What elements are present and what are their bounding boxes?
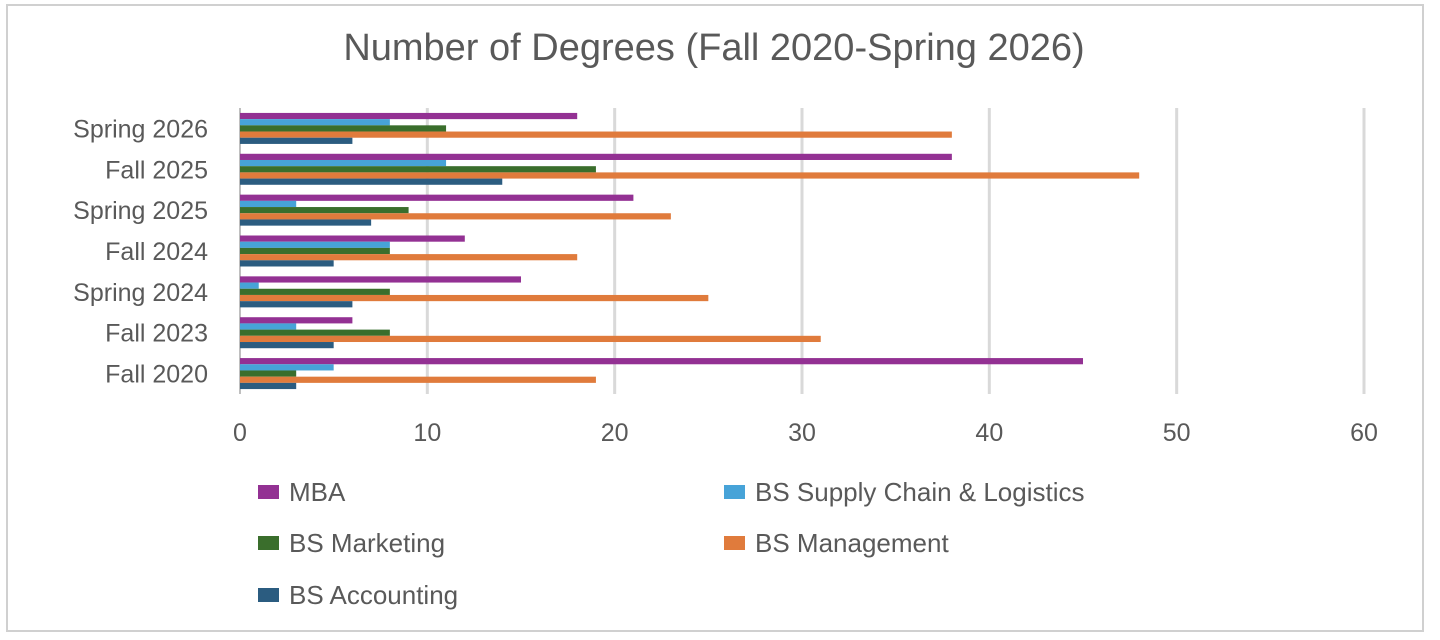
bar-bs-supply-chain-logistics-spring-2024 — [240, 282, 259, 289]
x-tick-label: 50 — [1163, 419, 1191, 447]
bar-bs-supply-chain-logistics-fall-2024 — [240, 241, 390, 248]
legend-label: MBA — [289, 477, 346, 507]
category-label: Fall 2025 — [105, 156, 208, 184]
bar-bs-accounting-spring-2024 — [240, 301, 353, 308]
bar-bs-marketing-spring-2024 — [240, 288, 390, 295]
bar-bs-marketing-spring-2026 — [240, 125, 447, 132]
bar-mba-spring-2025 — [240, 194, 634, 201]
category-label: Spring 2024 — [73, 279, 208, 307]
legend: MBA BS Supply Chain & Logistics BS Marketi… — [258, 477, 1085, 610]
bar-bs-marketing-fall-2025 — [240, 166, 596, 173]
category-labels: Spring 2026 Fall 2025 Spring 2025 Fall 2024… — [73, 115, 208, 388]
bar-bs-management-fall-2025 — [240, 172, 1140, 179]
bar-bs-management-fall-2020 — [240, 376, 596, 383]
category-label: Fall 2024 — [105, 238, 208, 266]
category-label: Fall 2023 — [105, 320, 208, 348]
legend-swatch — [724, 536, 745, 550]
bar-mba-fall-2025 — [240, 153, 952, 160]
bars — [240, 112, 1140, 390]
x-tick-label: 40 — [975, 419, 1003, 447]
bar-bs-marketing-fall-2023 — [240, 329, 390, 336]
bar-bs-supply-chain-logistics-spring-2025 — [240, 200, 297, 208]
bar-bs-management-spring-2024 — [240, 294, 709, 302]
category-label: Fall 2020 — [105, 361, 208, 389]
bar-mba-spring-2026 — [240, 112, 578, 120]
bar-bs-supply-chain-logistics-fall-2023 — [240, 323, 297, 330]
bar-bs-management-fall-2024 — [240, 254, 578, 261]
bar-bs-marketing-fall-2020 — [240, 370, 297, 377]
bar-bs-accounting-fall-2025 — [240, 178, 503, 185]
chart-title: Number of Degrees (Fall 2020-Spring 2026… — [343, 27, 1084, 69]
bar-bs-accounting-fall-2023 — [240, 342, 334, 349]
bar-bs-marketing-spring-2025 — [240, 207, 409, 214]
legend-swatch — [258, 485, 279, 499]
legend-swatch — [258, 588, 279, 602]
bar-bs-accounting-spring-2026 — [240, 137, 353, 144]
x-tick-label: 20 — [601, 419, 629, 447]
legend-label: BS Supply Chain & Logistics — [755, 477, 1085, 507]
bar-bs-accounting-fall-2020 — [240, 382, 297, 390]
legend-label: BS Management — [755, 528, 949, 558]
bar-mba-fall-2023 — [240, 317, 353, 324]
bar-bs-management-spring-2025 — [240, 213, 671, 220]
x-tick-label: 0 — [233, 419, 247, 447]
category-label: Spring 2025 — [73, 197, 208, 225]
legend-label: BS Accounting — [289, 580, 458, 610]
legend-swatch — [724, 485, 745, 499]
gridlines — [239, 108, 1366, 394]
bar-bs-supply-chain-logistics-fall-2025 — [240, 159, 447, 167]
x-tick-label: 10 — [413, 419, 441, 447]
bar-bs-management-spring-2026 — [240, 131, 952, 138]
bar-bs-supply-chain-logistics-fall-2020 — [240, 364, 334, 371]
legend-label: BS Marketing — [289, 528, 445, 558]
bar-bs-accounting-spring-2025 — [240, 219, 372, 226]
bar-bs-supply-chain-logistics-spring-2026 — [240, 119, 390, 126]
bar-bs-marketing-fall-2024 — [240, 247, 390, 255]
category-label: Spring 2026 — [73, 115, 208, 143]
bar-bs-accounting-fall-2024 — [240, 260, 334, 267]
bar-mba-fall-2020 — [240, 358, 1083, 365]
legend-swatch — [258, 536, 279, 550]
x-tick-label: 60 — [1350, 419, 1378, 447]
bar-mba-spring-2024 — [240, 276, 521, 283]
x-tick-labels: 0 10 20 30 40 50 60 — [233, 419, 1378, 447]
bar-bs-management-fall-2023 — [240, 335, 821, 343]
x-tick-label: 30 — [788, 419, 816, 447]
bar-mba-fall-2024 — [240, 235, 465, 242]
